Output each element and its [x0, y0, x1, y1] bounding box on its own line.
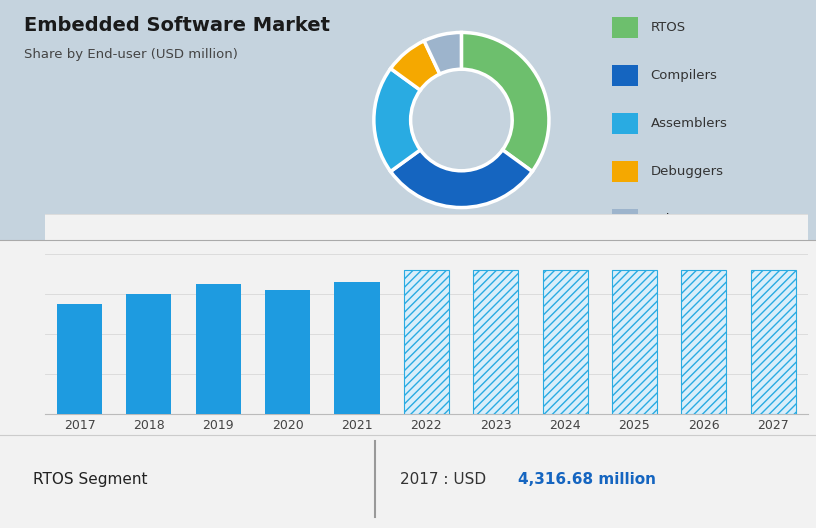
Bar	[751, 270, 796, 414]
Text: Share by End-user (USD million): Share by End-user (USD million)	[24, 48, 238, 61]
Wedge shape	[461, 32, 549, 172]
Bar	[126, 294, 171, 414]
FancyBboxPatch shape	[612, 113, 638, 135]
Text: RTOS: RTOS	[650, 21, 685, 34]
Text: Others: Others	[650, 213, 695, 226]
FancyBboxPatch shape	[612, 209, 638, 230]
Text: Assemblers: Assemblers	[650, 117, 727, 130]
Bar	[196, 284, 241, 414]
Bar	[404, 270, 449, 414]
Bar	[57, 304, 102, 414]
Bar	[265, 290, 310, 414]
Text: 2017 : USD: 2017 : USD	[400, 472, 491, 486]
Bar	[335, 282, 379, 414]
Wedge shape	[391, 150, 532, 208]
FancyBboxPatch shape	[612, 65, 638, 87]
Bar	[543, 270, 588, 414]
Text: Debuggers: Debuggers	[650, 165, 724, 178]
Text: Compilers: Compilers	[650, 69, 717, 82]
Wedge shape	[374, 69, 420, 172]
FancyBboxPatch shape	[612, 17, 638, 39]
Text: RTOS Segment: RTOS Segment	[33, 472, 147, 486]
Text: 4,316.68 million: 4,316.68 million	[518, 472, 656, 486]
Bar	[473, 270, 518, 414]
Text: Embedded Software Market: Embedded Software Market	[24, 16, 330, 35]
Bar	[681, 270, 726, 414]
Wedge shape	[424, 32, 461, 74]
Bar	[612, 270, 657, 414]
Wedge shape	[391, 41, 440, 90]
FancyBboxPatch shape	[612, 161, 638, 182]
